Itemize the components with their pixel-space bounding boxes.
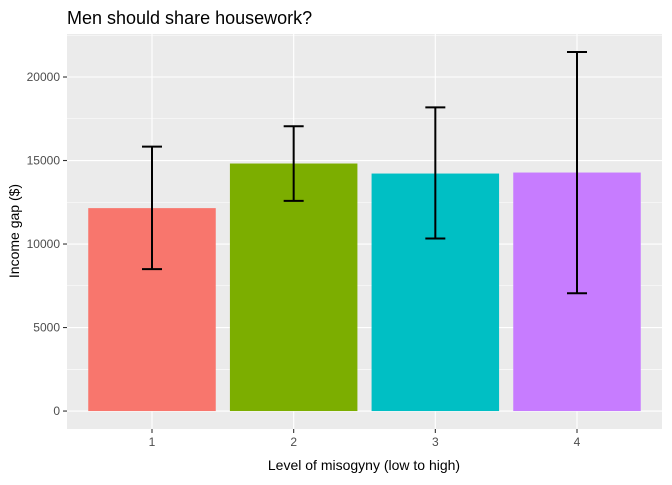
y-tick-label: 5000 [33, 321, 60, 335]
y-tick-label: 10000 [27, 237, 61, 251]
error-bars [142, 50, 587, 295]
chart-title: Men should share housework? [67, 8, 312, 28]
axes: 0 5000 10000 15000 20000 1 2 3 4 [27, 70, 581, 449]
x-tick-label: 1 [149, 435, 156, 449]
x-tick-label: 3 [432, 435, 439, 449]
y-tick-label: 0 [53, 404, 60, 418]
bar-2 [229, 163, 358, 412]
x-tick-label: 2 [290, 435, 297, 449]
y-tick-label: 15000 [27, 154, 61, 168]
y-axis-title: Income gap ($) [6, 184, 22, 278]
y-tick-label: 20000 [27, 70, 61, 84]
x-tick-label: 4 [574, 435, 581, 449]
x-axis-title: Level of misogyny (low to high) [268, 457, 460, 473]
